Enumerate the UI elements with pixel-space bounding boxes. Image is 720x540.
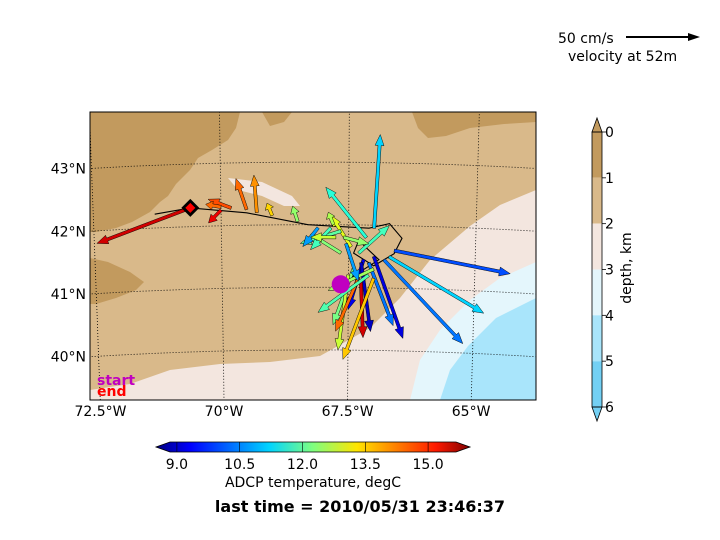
velocity-vector — [344, 242, 360, 282]
depth-tick-label: 0 — [605, 125, 614, 141]
depth-extend-top — [591, 116, 603, 133]
velocity-vector — [393, 248, 511, 277]
velocity-vector — [342, 277, 376, 360]
velocity-vector — [302, 226, 320, 248]
depth-tick-label: 4 — [605, 308, 614, 324]
start-marker — [331, 275, 350, 294]
start-label: start — [97, 373, 135, 389]
depth-level-swatch — [592, 223, 602, 270]
reference-caption: velocity at 52m — [568, 49, 677, 65]
graticule-meridian — [347, 112, 350, 400]
bathymetry-map — [90, 112, 536, 400]
depth-tick-label: 5 — [605, 354, 614, 370]
velocity-vector — [208, 208, 223, 224]
depth-level-swatch — [592, 361, 602, 407]
reference-arrowhead — [688, 33, 700, 41]
velocity-vector — [325, 186, 368, 239]
slope-fill — [228, 178, 300, 206]
depth-tick-label: 6 — [605, 400, 614, 416]
lon-tick-label: 70°W — [205, 404, 244, 420]
land-fill — [412, 112, 536, 138]
velocity-vector — [382, 258, 464, 345]
temperature-colorbar-label: ADCP temperature, degC — [225, 475, 401, 491]
temperature-tick-label: 10.5 — [224, 457, 255, 473]
depth-colorbar: depth, km 0 1 2 3 4 5 6 — [591, 116, 635, 423]
graticule-meridian — [219, 112, 225, 400]
velocity-vector — [342, 235, 370, 246]
velocity-vector — [96, 206, 192, 244]
depth-level-swatch — [592, 132, 602, 178]
graticule-parallel — [90, 224, 536, 232]
lat-tick-label: 42°N — [51, 224, 86, 240]
depth-colorbar-label: depth, km — [619, 232, 635, 303]
last-time-label: last time = 2010/05/31 23:46:37 — [215, 497, 505, 516]
depth-level-swatch — [592, 177, 602, 224]
velocity-vector — [290, 205, 300, 223]
map-frame — [89, 111, 537, 401]
land-fill — [90, 112, 240, 232]
temperature-tick-label: 9.0 — [166, 457, 188, 473]
lon-tick-label: 65°W — [452, 404, 491, 420]
temperature-colorbar-body — [154, 441, 472, 453]
lat-tick-label: 43°N — [51, 162, 86, 178]
velocity-vector — [357, 225, 390, 255]
lat-tick-label: 41°N — [51, 287, 86, 303]
lon-tick-label: 72.5°W — [74, 404, 126, 420]
depth-tick-label: 3 — [605, 263, 614, 279]
velocity-vector — [317, 273, 370, 313]
velocity-vector — [205, 200, 222, 211]
velocity-vector — [249, 174, 260, 213]
velocity-vector — [264, 202, 274, 217]
graticule-meridian — [470, 112, 480, 400]
velocity-vector — [372, 255, 404, 340]
temperature-tick-label: 15.0 — [413, 457, 444, 473]
velocity-vector — [234, 177, 249, 211]
lon-tick-label: 67.5°W — [322, 404, 374, 420]
depth-extend-bottom — [591, 406, 603, 423]
temperature-tick-label: 13.5 — [350, 457, 381, 473]
temperature-tick-label: 12.0 — [287, 457, 318, 473]
velocity-vector — [326, 211, 336, 226]
depth-tick-label: 1 — [605, 171, 614, 187]
depth-tick-label: 2 — [605, 217, 614, 233]
land-fill — [90, 258, 144, 304]
lat-tick-label: 40°N — [51, 350, 86, 366]
temperature-colorbar: ADCP temperature, degC 9.0 10.5 12.0 13.5 15… — [154, 441, 472, 491]
depth-level-swatch — [592, 269, 602, 316]
depth-level-swatch — [592, 315, 602, 362]
velocity-vector — [387, 255, 485, 314]
reference-speed-label: 50 cm/s — [558, 31, 614, 47]
end-label: end — [97, 384, 126, 400]
velocity-vector — [309, 232, 337, 243]
graticule-parallel — [90, 286, 536, 295]
end-marker — [185, 202, 196, 213]
deep-fill — [440, 298, 536, 400]
velocity-vector — [372, 133, 385, 229]
slope-fill — [90, 190, 536, 400]
land-fill — [262, 112, 292, 126]
reference-vector: 50 cm/s velocity at 52m — [558, 31, 700, 65]
